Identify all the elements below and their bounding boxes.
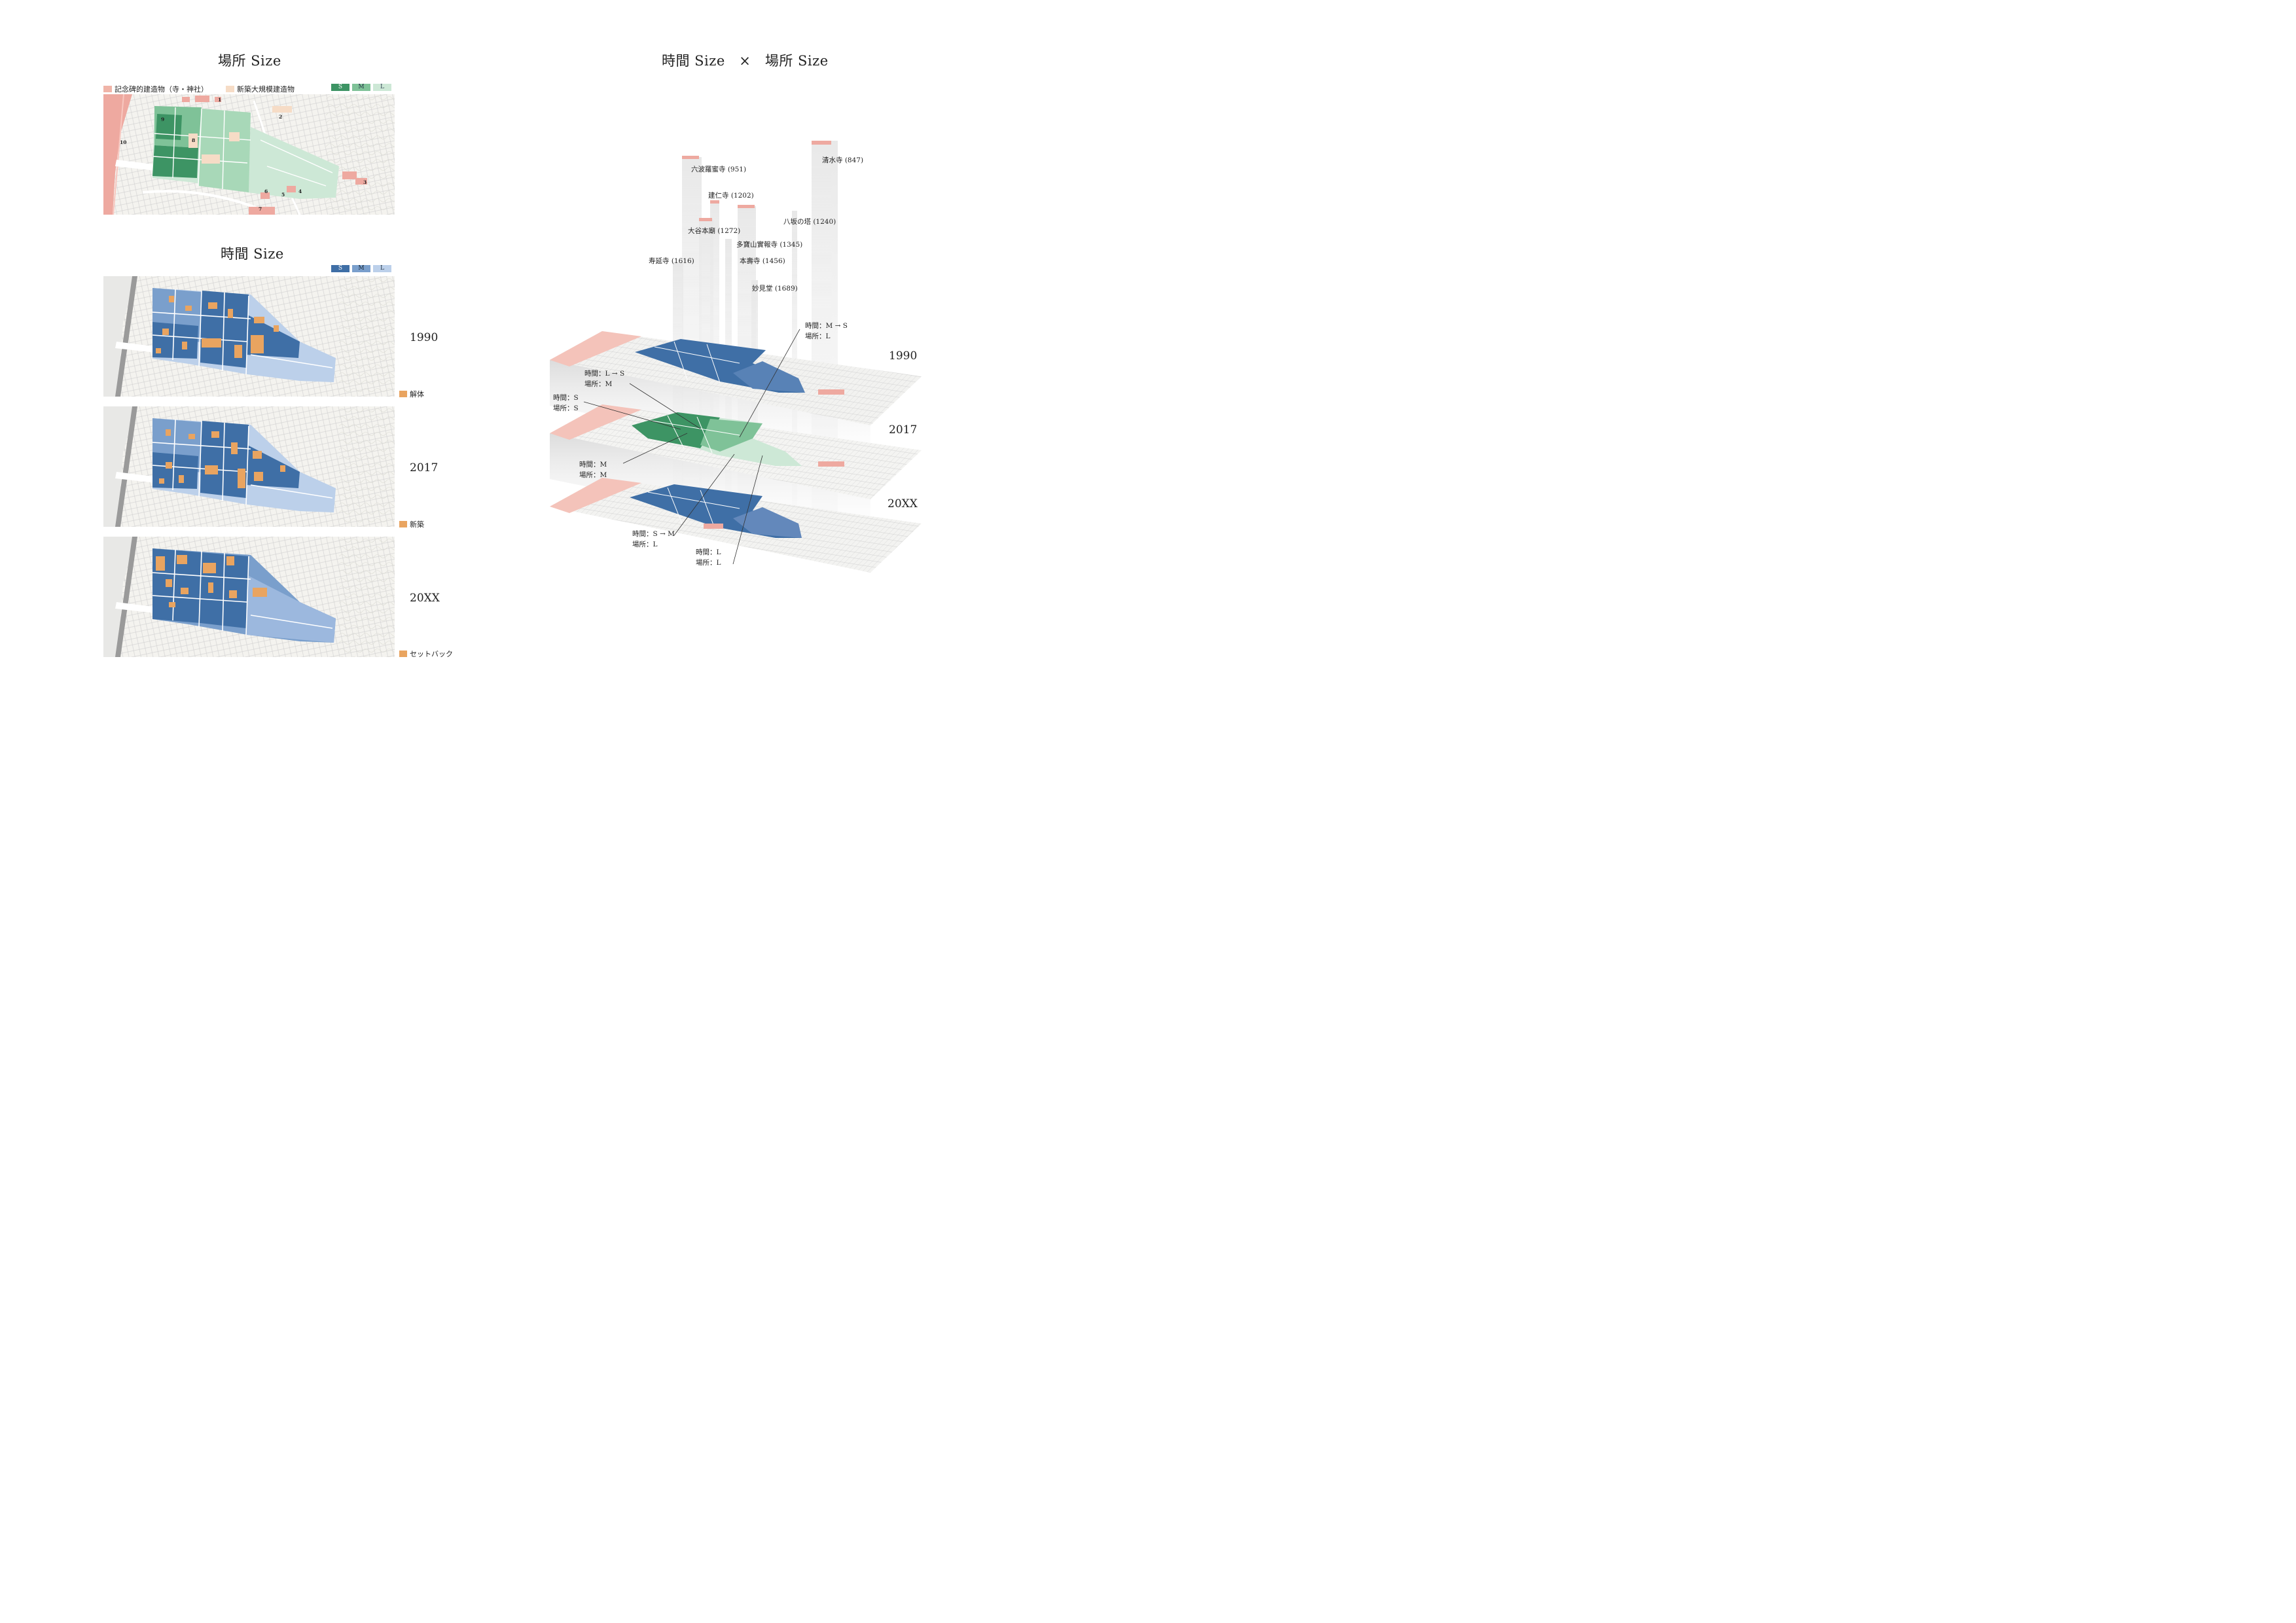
temple-label-kenninji: 建仁寺 (1202) [708, 192, 754, 200]
legend-new-large-label: 新築大規模建造物 [237, 85, 295, 94]
axonometric-diagram [550, 141, 922, 573]
map-number-4: 4 [298, 188, 302, 194]
callout-1990-l-time: 時間：M → S [805, 322, 848, 330]
axon-year-1990: 1990 [889, 349, 918, 363]
temple-label-myokendo: 妙見堂 (1689) [752, 285, 798, 293]
temple-label-kiyomizu: 清水寺 (847) [822, 156, 864, 164]
axon-year-2017: 2017 [889, 423, 918, 437]
time-map-1990 [103, 276, 395, 397]
callout-2017-m: 時間：M 場所：M [579, 459, 607, 480]
note-setback-label: セットバック [410, 650, 453, 658]
place-size-map: 1 2 3 4 5 6 7 8 9 10 [103, 94, 395, 215]
temple-label-yasaka: 八坂の塔 (1240) [783, 218, 836, 226]
callout-1990-l: 時間：M → S 場所：L [805, 321, 848, 342]
callout-1990-l-place: 場所：L [805, 332, 831, 340]
time-year-1990: 1990 [410, 331, 439, 344]
legend-green-scale: S M L [331, 84, 391, 91]
legend-blue-scale: S M L [331, 265, 391, 272]
place-size-title: 場所 Size [218, 53, 281, 69]
legend-monument-label: 記念碑的建造物（寺・神社） [115, 85, 208, 94]
temple-label-tahozan: 多寶山實報寺 (1345) [736, 241, 803, 249]
map-number-3: 3 [363, 179, 367, 185]
legend-green-m: M [352, 84, 370, 91]
callout-2017-s-time: 時間：S [553, 394, 579, 402]
note-demolition: 解体 [399, 389, 424, 399]
combined-title: 時間 Size × 場所 Size [662, 53, 829, 69]
map-number-8: 8 [192, 137, 195, 143]
callout-20xx-sm-time: 時間：S → M [632, 530, 675, 538]
slab-20xx [550, 478, 922, 573]
note-demolition-label: 解体 [410, 390, 424, 399]
callout-2017-s-place: 場所：S [553, 404, 579, 412]
temple-label-rokuharamitsu: 六波羅蜜寺 (951) [691, 166, 747, 173]
time-size-title: 時間 Size [221, 246, 284, 262]
map-number-6: 6 [264, 188, 268, 194]
note-setback: セットバック [399, 649, 453, 659]
legend-blue-l: L [373, 265, 391, 272]
callout-2017-m-place: 場所：M [579, 471, 607, 479]
callout-2017-s: 時間：S 場所：S [553, 393, 579, 414]
time-year-20xx: 20XX [410, 592, 440, 605]
map-number-10: 10 [120, 139, 126, 145]
map-number-2: 2 [279, 114, 282, 120]
callout-20xx-l-time: 時間：L [696, 548, 721, 556]
temple-label-honjuji: 本壽寺 (1456) [740, 257, 785, 265]
map-number-1: 1 [218, 97, 221, 103]
legend-new-large-swatch [226, 86, 234, 92]
callout-1990-m-place: 場所：M [584, 380, 613, 388]
legend-monument-swatch [103, 86, 112, 92]
callout-20xx-sm-place: 場所：L [632, 541, 658, 548]
legend-green-s: S [331, 84, 350, 91]
callout-1990-m-time: 時間：L → S [584, 370, 625, 378]
note-demolition-swatch [399, 391, 407, 397]
axon-year-20xx: 20XX [888, 497, 918, 510]
callout-20xx-l-place: 場所：L [696, 559, 721, 567]
callout-1990-m: 時間：L → S 場所：M [584, 368, 624, 389]
temple-label-juenji: 寿延寺 (1616) [649, 257, 694, 265]
legend-green-l: L [373, 84, 391, 91]
time-map-2017 [103, 406, 395, 527]
legend-blue-m: M [352, 265, 370, 272]
note-new-build: 新築 [399, 519, 424, 529]
note-setback-swatch [399, 651, 407, 657]
time-year-2017: 2017 [410, 461, 439, 474]
map-number-7: 7 [259, 206, 262, 212]
legend-new-large: 新築大規模建造物 [226, 84, 295, 94]
time-map-20xx [103, 537, 395, 657]
callout-2017-m-time: 時間：M [579, 461, 607, 469]
callout-20xx-l: 時間：L 場所：L [696, 547, 721, 568]
temple-label-otani: 大谷本廟 (1272) [688, 227, 741, 235]
note-new-build-swatch [399, 521, 407, 527]
map-number-5: 5 [281, 192, 285, 198]
legend-blue-s: S [331, 265, 350, 272]
legend-monument: 記念碑的建造物（寺・神社） [103, 84, 208, 94]
map-number-9: 9 [161, 116, 164, 122]
note-new-build-label: 新築 [410, 520, 424, 529]
callout-20xx-sm: 時間：S → M 場所：L [632, 529, 675, 550]
